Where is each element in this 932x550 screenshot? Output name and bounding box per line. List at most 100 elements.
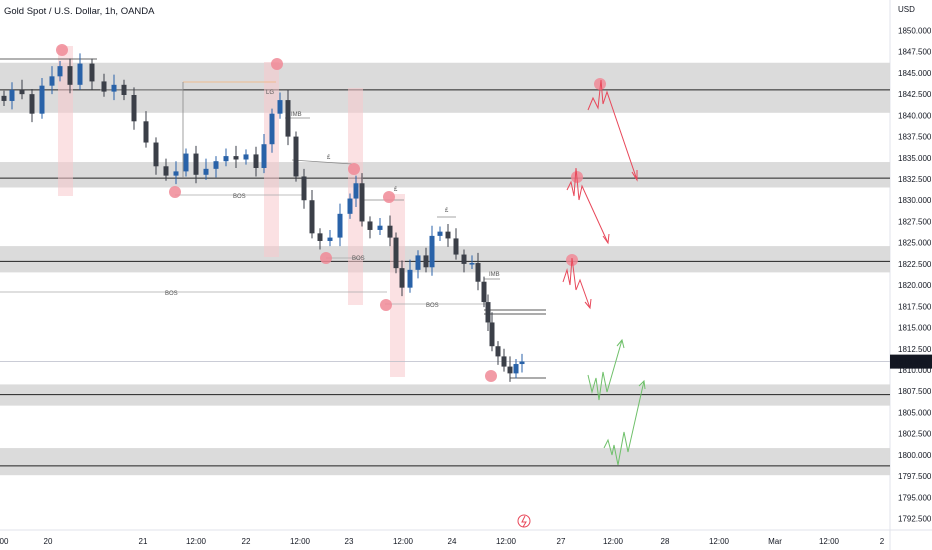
bull-candle: [269, 113, 275, 145]
bear-candle: [481, 281, 487, 303]
y-tick-label: 1827.500: [898, 217, 932, 226]
y-tick-label: 1837.500: [898, 133, 932, 142]
sell-projection-arrow: [562, 257, 591, 309]
sell-projection-arrow: [587, 79, 638, 181]
bull-candle: [203, 168, 209, 175]
bear-candle: [67, 66, 73, 85]
bear-candle: [495, 346, 501, 357]
bull-candle: [327, 237, 333, 241]
bear-candle: [485, 302, 491, 323]
y-tick-label: 1835.000: [898, 154, 932, 163]
bull-candle: [429, 235, 435, 268]
bull-candle: [49, 76, 55, 86]
bull-candle: [407, 269, 413, 288]
sell-arrow-head: [584, 298, 592, 310]
y-tick-label: 1807.500: [898, 387, 932, 396]
x-tick-label: 28: [661, 537, 670, 546]
flash-icon[interactable]: [517, 514, 531, 528]
bear-candle: [193, 153, 199, 175]
bull-candle: [337, 213, 343, 238]
y-tick-label: 1815.000: [898, 324, 932, 333]
bear-candle: [309, 200, 315, 234]
bear-candle: [445, 231, 451, 239]
x-tick-label: 27: [557, 537, 566, 546]
bear-candle: [1, 95, 7, 101]
x-tick-label: 21: [139, 537, 148, 546]
bear-candle: [387, 225, 393, 238]
bull-candle: [77, 63, 83, 85]
y-tick-label: 1842.500: [898, 90, 932, 99]
x-tick-label: 12:00: [603, 537, 624, 546]
bear-candle: [393, 237, 399, 269]
bear-candle: [453, 238, 459, 255]
flash-icon-bolt: [521, 515, 527, 528]
y-tick-label: 1840.000: [898, 111, 932, 120]
x-tick-label: 2: [880, 537, 885, 546]
bull-candle: [213, 161, 219, 169]
y-tick-label: 1802.500: [898, 430, 932, 439]
bear-candle: [423, 255, 429, 268]
x-tick-label: 12:00: [496, 537, 517, 546]
bear-candle: [501, 356, 507, 367]
swing-point-marker: [320, 252, 332, 264]
swing-point-marker: [348, 163, 360, 175]
bear-candle: [399, 268, 405, 288]
bull-candle: [173, 171, 179, 176]
bear-candle: [131, 95, 137, 122]
bear-candle: [153, 142, 159, 167]
swing-point-marker: [594, 78, 606, 90]
y-tick-label: 1847.500: [898, 48, 932, 57]
bull-candle: [39, 85, 45, 114]
swing-point-marker: [485, 370, 497, 382]
bear-candle: [359, 183, 365, 222]
y-tick-label: 1810.000: [898, 366, 932, 375]
bear-candle: [143, 121, 149, 143]
bear-candle: [367, 221, 373, 230]
bull-candle: [519, 361, 525, 365]
bull-candle: [415, 255, 421, 270]
y-tick-label: 1820.000: [898, 281, 932, 290]
x-tick-label: 00: [0, 537, 9, 546]
sell-arrow-head: [602, 233, 610, 245]
bull-candle: [57, 66, 63, 77]
label-imb: IMB: [291, 112, 302, 118]
bull-candle: [469, 263, 475, 265]
bear-candle: [507, 366, 513, 374]
x-tick-label: 12:00: [186, 537, 207, 546]
y-tick-label: 1795.000: [898, 493, 932, 502]
label-pound: £: [327, 155, 331, 161]
label-bos: BOS: [233, 194, 246, 200]
buy-arrow-head: [616, 338, 625, 349]
bear-candle: [293, 136, 299, 177]
bear-candle: [285, 100, 291, 137]
x-tick-label: 12:00: [709, 537, 730, 546]
y-tick-label: 1805.000: [898, 408, 932, 417]
label-bos: BOS: [426, 303, 439, 309]
bull-candle: [223, 156, 229, 162]
bear-candle: [233, 156, 239, 160]
bull-candle: [513, 364, 519, 374]
bear-candle: [475, 263, 481, 282]
bear-candle: [29, 94, 35, 114]
sell-projection-arrow: [566, 167, 609, 244]
x-tick-label: Mar: [768, 537, 782, 546]
bear-candle: [301, 176, 307, 201]
label-imb: IMB: [489, 272, 500, 278]
y-tick-label: 1792.500: [898, 515, 932, 524]
bear-candle: [19, 89, 25, 95]
swing-point-marker: [271, 58, 283, 70]
supply-demand-zone: [0, 162, 890, 188]
buy-arrow-head: [638, 379, 646, 390]
swing-point-marker: [169, 186, 181, 198]
bull-candle: [353, 183, 359, 199]
highlight-column: [264, 62, 279, 257]
sell-arrow-head: [631, 170, 638, 182]
currency-label: USD: [898, 5, 915, 14]
bear-candle: [489, 322, 495, 347]
x-tick-label: 20: [44, 537, 53, 546]
x-tick-label: 23: [345, 537, 354, 546]
bear-candle: [163, 166, 169, 176]
y-tick-label: 1825.000: [898, 239, 932, 248]
x-tick-label: 12:00: [819, 537, 840, 546]
